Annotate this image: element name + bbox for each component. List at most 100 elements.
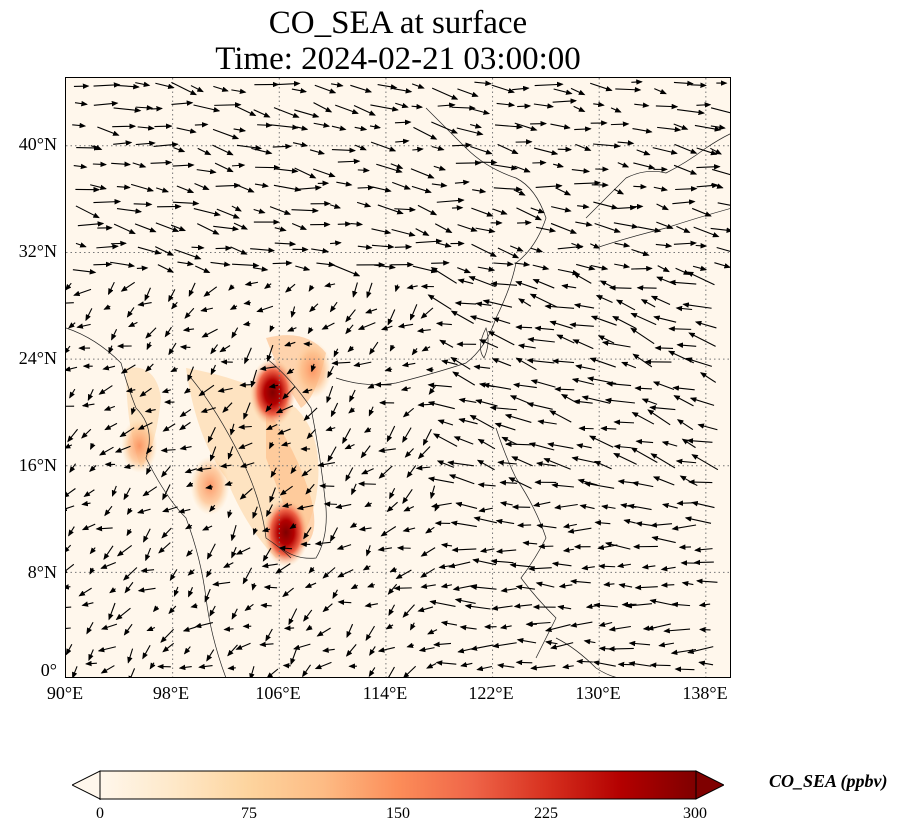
chart-title-line2: Time: 2024-02-21 03:00:00 bbox=[215, 41, 581, 77]
wind-arrow bbox=[572, 339, 594, 350]
wind-arrow bbox=[547, 442, 574, 450]
wind-arrow bbox=[663, 627, 691, 634]
wind-arrow bbox=[209, 605, 216, 617]
wind-arrow bbox=[66, 345, 71, 355]
wind-arrow bbox=[460, 661, 473, 668]
wind-arrow bbox=[316, 627, 331, 637]
wind-arrow bbox=[152, 605, 160, 613]
wind-arrow bbox=[135, 81, 151, 88]
wind-arrow bbox=[174, 248, 202, 260]
wind-arrow bbox=[533, 147, 559, 156]
wind-arrow bbox=[573, 302, 595, 309]
wind-arrow bbox=[376, 163, 403, 174]
wind-arrow bbox=[252, 528, 259, 536]
wind-arrow bbox=[500, 587, 517, 593]
wind-arrow bbox=[601, 340, 631, 348]
wind-arrow bbox=[206, 568, 212, 578]
wind-arrow bbox=[528, 565, 552, 572]
wind-arrow bbox=[710, 124, 726, 130]
wind-arrow bbox=[212, 144, 234, 156]
wind-arrow bbox=[402, 604, 415, 618]
wind-arrow bbox=[650, 295, 671, 306]
wind-arrow bbox=[146, 625, 156, 632]
wind-arrow bbox=[509, 395, 532, 405]
wind-arrow bbox=[193, 208, 221, 217]
wind-arrow bbox=[83, 489, 95, 498]
wind-arrow bbox=[716, 246, 730, 252]
wind-arrow bbox=[660, 565, 676, 572]
wind-arrow bbox=[288, 608, 298, 626]
wind-arrow bbox=[171, 81, 197, 96]
wind-arrow bbox=[571, 377, 595, 385]
wind-arrow bbox=[688, 332, 716, 347]
wind-arrow bbox=[417, 606, 434, 613]
wind-arrow bbox=[631, 79, 643, 85]
wind-arrow bbox=[456, 127, 484, 136]
wind-arrow bbox=[68, 526, 75, 537]
wind-arrow bbox=[613, 419, 635, 425]
wind-arrow bbox=[170, 366, 178, 373]
wind-arrow bbox=[210, 344, 219, 355]
wind-arrow bbox=[162, 642, 175, 653]
wind-arrow bbox=[86, 621, 94, 635]
wind-arrow bbox=[499, 501, 513, 507]
wind-arrow bbox=[250, 247, 276, 253]
wind-arrow bbox=[673, 240, 697, 247]
wind-arrow bbox=[604, 541, 631, 550]
wind-arrow bbox=[362, 564, 371, 571]
wind-arrow bbox=[377, 204, 404, 215]
wind-arrow bbox=[321, 322, 335, 330]
wind-arrow bbox=[114, 83, 140, 90]
wind-arrow bbox=[314, 84, 337, 94]
wind-arrow bbox=[145, 547, 152, 562]
wind-arrow bbox=[668, 279, 697, 286]
wind-arrow bbox=[436, 197, 465, 204]
wind-arrow bbox=[470, 584, 497, 590]
wind-arrow bbox=[137, 125, 155, 131]
wind-arrow bbox=[497, 663, 515, 669]
wind-arrow bbox=[108, 602, 116, 621]
wind-arrow bbox=[590, 82, 613, 92]
wind-arrow bbox=[200, 306, 213, 313]
wind-arrow bbox=[249, 666, 255, 677]
wind-arrow bbox=[345, 467, 354, 482]
wind-arrow bbox=[216, 208, 240, 219]
wind-arrow bbox=[516, 207, 542, 221]
wind-arrow bbox=[69, 388, 76, 399]
wind-arrow bbox=[528, 442, 555, 451]
wind-arrow bbox=[673, 80, 694, 87]
wind-arrow bbox=[231, 162, 246, 169]
wind-arrow bbox=[612, 315, 637, 330]
wind-arrow bbox=[368, 406, 375, 417]
wind-arrow bbox=[658, 641, 675, 648]
wind-arrow bbox=[562, 523, 577, 529]
wind-arrow bbox=[144, 287, 151, 302]
wind-arrow bbox=[631, 481, 654, 488]
wind-arrow bbox=[73, 288, 92, 297]
wind-arrow bbox=[650, 522, 673, 528]
wind-arrow bbox=[183, 646, 191, 655]
wind-arrow bbox=[287, 326, 297, 332]
wind-arrow bbox=[100, 623, 118, 630]
wind-arrow bbox=[475, 301, 492, 307]
wind-arrow bbox=[361, 468, 374, 475]
wind-arrow bbox=[66, 488, 76, 498]
wind-arrow bbox=[365, 308, 378, 314]
wind-arrow bbox=[162, 484, 171, 501]
wind-arrow bbox=[161, 387, 172, 394]
wind-arrow bbox=[699, 372, 717, 383]
wind-arrow bbox=[377, 546, 393, 552]
wind-arrow bbox=[198, 384, 215, 397]
wind-arrow bbox=[656, 221, 674, 229]
wind-arrow bbox=[411, 348, 418, 356]
wind-arrow bbox=[437, 242, 452, 248]
wind-arrow bbox=[313, 102, 333, 113]
wind-arrow bbox=[290, 648, 298, 666]
wind-arrow bbox=[150, 159, 173, 166]
wind-arrow bbox=[75, 205, 100, 219]
wind-arrow bbox=[367, 582, 375, 588]
wind-arrow bbox=[161, 527, 172, 539]
wind-arrow bbox=[353, 361, 372, 368]
wind-arrow bbox=[560, 393, 579, 404]
wind-arrow bbox=[324, 282, 336, 288]
